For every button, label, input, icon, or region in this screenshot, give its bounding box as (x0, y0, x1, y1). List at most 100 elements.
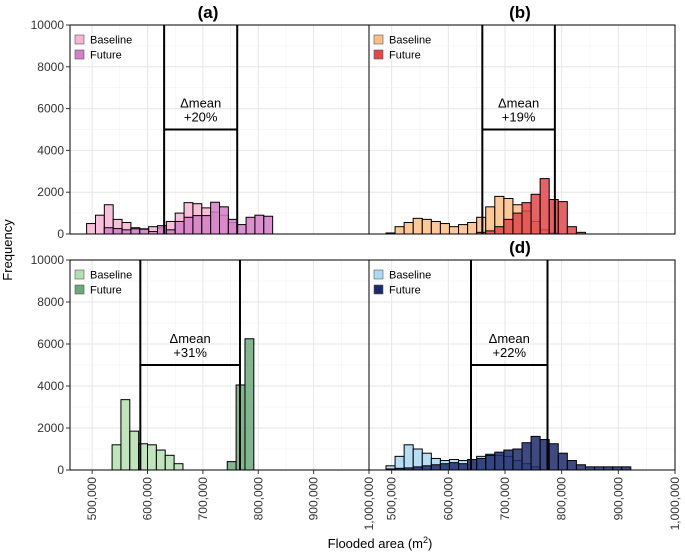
x-tick-label: 800,000 (555, 477, 569, 521)
x-tick-label: 500,000 (385, 477, 399, 521)
delta-mean-label: Δmean (180, 96, 221, 111)
delta-mean-label: Δmean (170, 331, 211, 346)
bar-future (174, 220, 185, 235)
bar-baseline (111, 444, 122, 471)
bar-baseline (403, 222, 414, 235)
bar-future (263, 215, 274, 235)
panel-2: Δmean+19% Baseline Future (b) (368, 3, 676, 235)
bar-future (530, 193, 541, 235)
bar-baseline (164, 454, 175, 471)
legend-swatch-future (74, 284, 85, 295)
bar-future (130, 228, 141, 235)
bar-baseline (485, 206, 496, 235)
panel-frame (368, 24, 676, 235)
y-tick-label: 4000 (37, 379, 64, 393)
bar-baseline (412, 217, 423, 235)
y-tick-label: 6000 (37, 337, 64, 351)
x-axis-label: Flooded area (m2) (328, 535, 433, 551)
x-axis-label-sup: 2 (423, 535, 428, 545)
y-tick-label: 2000 (37, 185, 64, 199)
bar-baseline (94, 214, 105, 235)
x-tick-label: 600,000 (441, 477, 455, 521)
legend-label-future: Future (90, 285, 122, 297)
bar-baseline (155, 449, 166, 471)
bar-future (575, 464, 586, 471)
bar-future (139, 228, 150, 235)
delta-mean-value: +22% (492, 345, 526, 360)
legend-label-future: Future (389, 285, 421, 297)
legend-swatch-future (373, 284, 384, 295)
bar-future (236, 224, 247, 235)
bar-baseline (147, 444, 157, 471)
legend-swatch-future (74, 49, 85, 60)
y-axis-label: Frequency (0, 219, 15, 281)
bar-baseline (467, 222, 478, 235)
legend-swatch-baseline (373, 34, 384, 45)
bar-future (557, 201, 568, 235)
bar-future (521, 202, 532, 235)
bar-future (448, 462, 460, 471)
x-tick-label: 900,000 (611, 477, 625, 521)
bar-future (467, 459, 478, 471)
bar-future (245, 216, 256, 235)
delta-mean-value: +31% (173, 345, 207, 360)
bar-future (226, 461, 237, 471)
bar-future (503, 449, 514, 471)
bar-baseline (394, 226, 405, 235)
legend-label-baseline: Baseline (389, 35, 431, 47)
bar-future (485, 454, 496, 471)
bar-future (539, 178, 550, 235)
bar-future (121, 229, 132, 235)
panel-title: (a) (198, 3, 219, 22)
bar-future (494, 226, 505, 235)
bar-future (227, 218, 238, 235)
delta-mean-value: +19% (502, 110, 536, 125)
y-tick-label: 4000 (37, 143, 64, 157)
bar-baseline (439, 223, 450, 235)
panel-3: Δmean+31% Baseline Future 0 2000 4000 6000 8000… (31, 253, 376, 530)
delta-mean-label: Δmean (489, 331, 530, 346)
bar-future (476, 457, 487, 471)
bar-future (494, 451, 505, 471)
panel-frame (368, 259, 676, 471)
bar-future (165, 229, 176, 235)
x-tick-label: 700,000 (498, 477, 512, 521)
legend-label-baseline: Baseline (90, 35, 132, 47)
bar-baseline (421, 218, 432, 235)
bar-future (192, 215, 203, 235)
bar-baseline (458, 224, 469, 235)
bar-baseline (129, 430, 140, 471)
bar-future (503, 218, 514, 235)
x-axis-label-end: ) (428, 536, 432, 551)
x-tick-label: 700,000 (196, 477, 210, 521)
y-tick-label: 2000 (37, 421, 64, 435)
bar-baseline (448, 226, 460, 235)
bar-future (421, 465, 432, 471)
bar-future (112, 228, 123, 235)
y-tick-label: 0 (57, 227, 64, 241)
x-tick-label: 600,000 (141, 477, 155, 521)
y-tick-label: 8000 (37, 295, 64, 309)
x-axis-label-main: Flooded area (m (328, 536, 423, 551)
panel-title: (b) (509, 3, 531, 22)
bar-future (183, 216, 194, 235)
bar-future (439, 463, 450, 471)
bar-future (566, 460, 577, 471)
x-tick-label: 1,000,000 (362, 477, 376, 531)
legend-swatch-baseline (373, 269, 384, 280)
y-tick-label: 6000 (37, 102, 64, 116)
bar-future (530, 435, 541, 471)
legend-label-future: Future (90, 50, 122, 62)
panel-title: (d) (509, 238, 531, 257)
legend-swatch-future (373, 49, 384, 60)
bar-future (219, 206, 229, 235)
bar-future (254, 214, 265, 235)
bar-future (201, 215, 212, 235)
bar-future (512, 212, 523, 235)
bar-baseline (120, 399, 131, 471)
delta-mean-value: +20% (184, 110, 218, 125)
bar-future (557, 452, 568, 471)
bar-future (548, 443, 559, 471)
